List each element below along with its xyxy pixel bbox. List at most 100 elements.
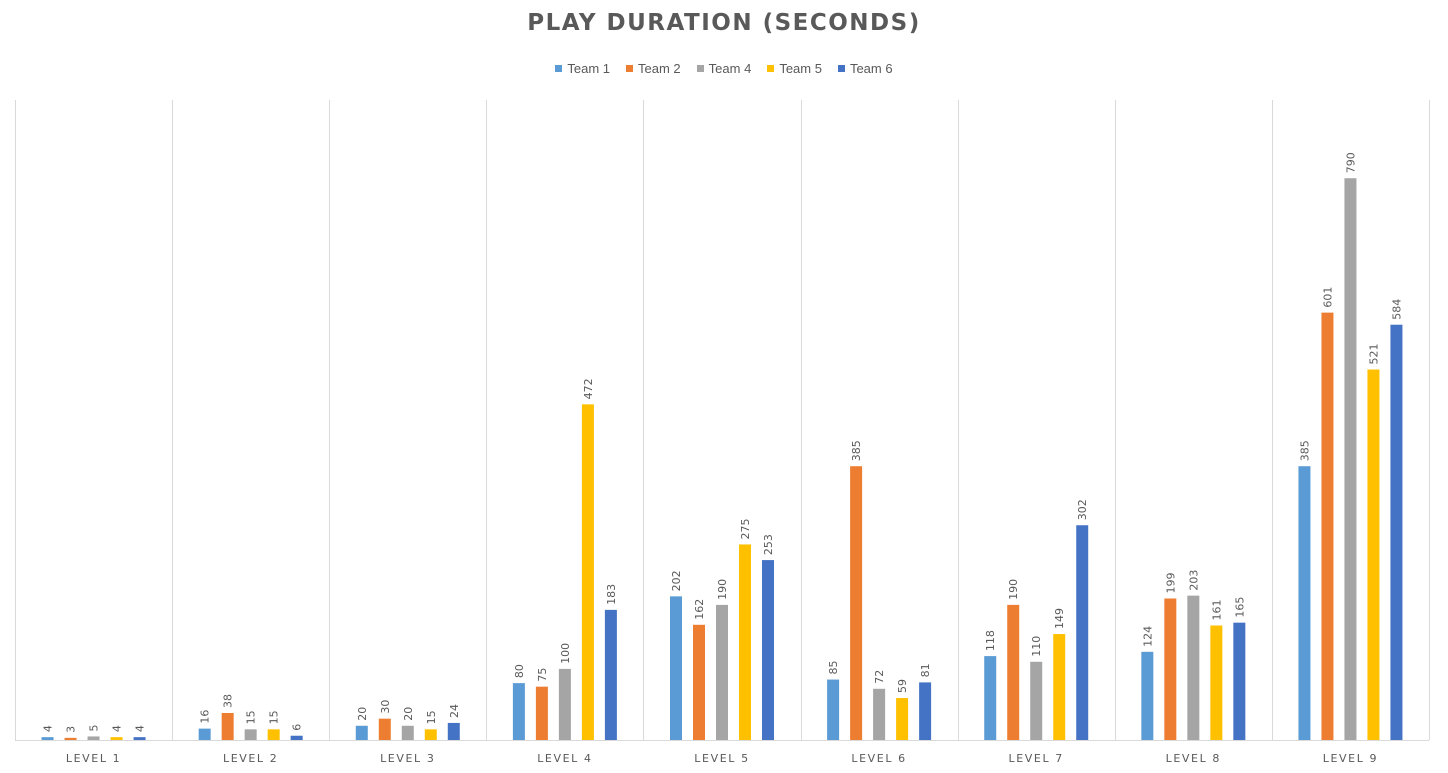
legend-label: Team 6 xyxy=(849,61,893,76)
category-label: LEVEL 1 xyxy=(66,752,121,765)
data-label: 302 xyxy=(1076,499,1089,520)
data-label: 385 xyxy=(1298,440,1311,461)
legend-label: Team 2 xyxy=(638,61,681,76)
bar xyxy=(133,737,146,740)
data-label: 15 xyxy=(425,710,438,724)
bar xyxy=(198,728,211,740)
legend-label: Team 4 xyxy=(708,61,752,76)
data-label: 72 xyxy=(873,670,886,684)
bar xyxy=(512,683,525,740)
legend-swatch xyxy=(555,65,563,72)
legend-swatch xyxy=(837,65,845,72)
data-label: 110 xyxy=(1030,636,1043,657)
bar xyxy=(1007,604,1020,740)
data-label: 4 xyxy=(134,725,147,732)
legend-item: Team 6 xyxy=(837,61,893,76)
data-label: 183 xyxy=(605,584,618,605)
bar xyxy=(896,698,909,740)
legend: Team 1 Team 2 Team 4 Team 5 Team 6 xyxy=(0,61,1448,76)
bar xyxy=(41,737,54,740)
data-label: 5 xyxy=(88,724,101,731)
bar xyxy=(1344,178,1357,740)
bar xyxy=(64,737,77,740)
bar xyxy=(919,682,932,740)
bar xyxy=(1141,651,1154,740)
bar xyxy=(110,737,123,740)
bar xyxy=(693,624,705,740)
bar xyxy=(378,718,391,740)
data-label: 59 xyxy=(896,679,909,693)
bar xyxy=(604,609,617,740)
bar xyxy=(581,404,594,740)
bar xyxy=(762,560,774,740)
category-label: LEVEL 6 xyxy=(851,752,906,765)
bar xyxy=(558,668,571,740)
legend-item: Team 5 xyxy=(767,61,822,76)
category-label: LEVEL 7 xyxy=(1009,752,1064,765)
data-label: 202 xyxy=(670,570,683,591)
data-label: 190 xyxy=(1007,579,1020,600)
bar xyxy=(1298,466,1311,740)
data-label: 165 xyxy=(1233,597,1246,618)
data-label: 15 xyxy=(245,710,258,724)
data-label: 118 xyxy=(984,630,997,651)
data-label: 80 xyxy=(513,664,526,678)
bar xyxy=(447,722,460,740)
legend-swatch xyxy=(767,65,775,72)
data-label: 15 xyxy=(268,710,281,724)
data-label: 162 xyxy=(693,599,706,620)
bar xyxy=(1233,622,1246,740)
bar xyxy=(1076,525,1089,740)
bar xyxy=(1030,661,1043,740)
category-label: LEVEL 8 xyxy=(1166,752,1221,765)
data-label: 521 xyxy=(1367,344,1380,365)
category-label: LEVEL 5 xyxy=(694,752,749,765)
data-label: 161 xyxy=(1210,600,1223,621)
data-label: 601 xyxy=(1321,287,1334,308)
bar xyxy=(401,725,414,740)
legend-label: Team 1 xyxy=(567,61,611,76)
bar xyxy=(267,729,280,740)
category-label: LEVEL 2 xyxy=(223,752,278,765)
chart-title: PLAY DURATION (SECONDS) xyxy=(527,10,921,36)
bar xyxy=(716,604,728,740)
bar xyxy=(1187,595,1200,740)
data-label: 190 xyxy=(716,579,729,600)
bar xyxy=(1390,324,1403,740)
bar xyxy=(244,729,257,740)
bar xyxy=(873,688,886,740)
data-label: 75 xyxy=(536,668,549,682)
category-label: LEVEL 3 xyxy=(380,752,435,765)
bar xyxy=(355,725,368,740)
data-label: 199 xyxy=(1164,572,1177,593)
data-label: 4 xyxy=(111,725,124,732)
data-label: 124 xyxy=(1141,626,1154,647)
data-label: 30 xyxy=(379,700,392,714)
bar xyxy=(1210,625,1223,740)
bar xyxy=(670,596,682,740)
bar xyxy=(984,656,997,740)
data-label: 24 xyxy=(448,704,461,718)
data-label: 385 xyxy=(850,440,863,461)
bar xyxy=(87,736,100,740)
bar xyxy=(1164,598,1177,740)
data-label: 4 xyxy=(42,725,55,732)
data-label: 275 xyxy=(739,518,752,539)
data-label: 203 xyxy=(1187,570,1200,591)
data-label: 20 xyxy=(402,707,415,721)
legend-label: Team 5 xyxy=(779,61,822,76)
bar xyxy=(290,735,303,740)
data-label: 472 xyxy=(582,378,595,399)
bar xyxy=(221,712,234,740)
data-label: 20 xyxy=(356,707,369,721)
data-label: 253 xyxy=(762,534,775,555)
data-label: 3 xyxy=(65,726,78,733)
legend-swatch xyxy=(626,65,634,72)
bar xyxy=(827,679,840,740)
data-label: 149 xyxy=(1053,608,1066,629)
data-label: 16 xyxy=(199,710,212,724)
data-label: 38 xyxy=(222,694,235,708)
bar xyxy=(1053,634,1066,740)
data-label: 100 xyxy=(559,643,572,664)
